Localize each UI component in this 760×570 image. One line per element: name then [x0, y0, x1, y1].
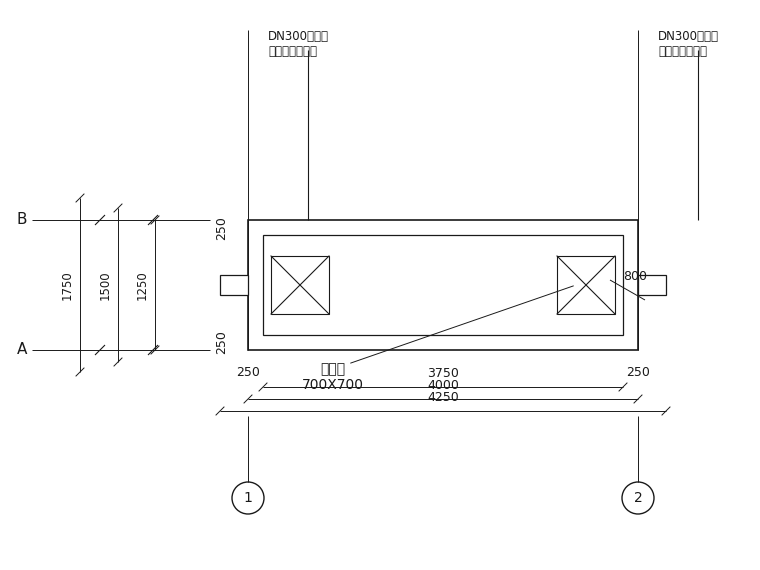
- Bar: [271, 256, 329, 314]
- Text: 800: 800: [623, 271, 647, 283]
- Bar: [220, 275, 248, 295]
- Text: 4250: 4250: [427, 391, 459, 404]
- Text: 2: 2: [634, 491, 642, 505]
- Text: 4000: 4000: [427, 379, 459, 392]
- Text: 1: 1: [243, 491, 252, 505]
- Text: 检查井: 检查井: [321, 362, 346, 376]
- Text: DN300出水管
方向可自由调整: DN300出水管 方向可自由调整: [268, 30, 329, 58]
- Text: 250: 250: [215, 216, 228, 240]
- Text: 250: 250: [215, 330, 228, 354]
- Bar: [557, 256, 615, 314]
- Text: 1750: 1750: [61, 270, 74, 300]
- Bar: [248, 220, 638, 350]
- Text: 250: 250: [236, 365, 260, 378]
- Text: 700X700: 700X700: [302, 378, 364, 392]
- Text: 250: 250: [626, 365, 650, 378]
- Text: DN300进水管
方向可自由调整: DN300进水管 方向可自由调整: [658, 30, 719, 58]
- Text: B: B: [17, 213, 27, 227]
- Text: 1250: 1250: [136, 270, 149, 300]
- Bar: [638, 275, 666, 295]
- Text: A: A: [17, 343, 27, 357]
- Bar: [263, 235, 623, 335]
- Text: 3750: 3750: [427, 367, 459, 380]
- Text: 1500: 1500: [99, 270, 112, 300]
